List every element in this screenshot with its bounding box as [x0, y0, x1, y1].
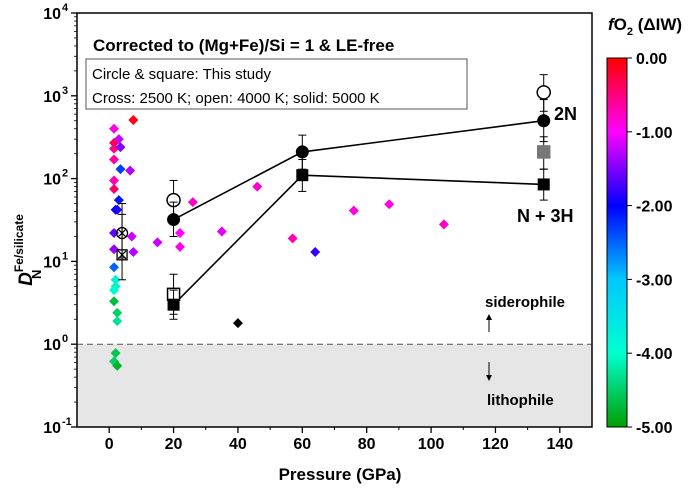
- literature-diamond: [109, 183, 120, 194]
- literature-diamond: [112, 204, 123, 215]
- y-tick-exponent: 1: [62, 250, 68, 262]
- series-label-n3h: N + 3H: [517, 206, 574, 226]
- literature-diamond: [110, 348, 121, 359]
- literature-diamond: [112, 316, 123, 327]
- y-tick-label: 10: [43, 172, 61, 189]
- series-line-0: [173, 119, 544, 221]
- literature-diamond: [126, 231, 137, 242]
- y-tick-label: 10: [43, 420, 61, 437]
- literature-diamond: [232, 318, 243, 329]
- colorbar-title: fO2 (ΔIW): [608, 15, 682, 38]
- legend-box: [85, 58, 468, 110]
- literature-diamond: [175, 228, 185, 239]
- solid-square-point: [537, 178, 550, 191]
- literature-diamond: [175, 241, 185, 252]
- series-label-2n: 2N: [554, 104, 577, 124]
- y-tick-exponent: -1: [62, 416, 72, 428]
- literature-diamond: [384, 199, 395, 210]
- literature-diamond: [438, 219, 449, 230]
- literature-diamond: [310, 246, 321, 257]
- open-square-point: [536, 145, 551, 159]
- x-tick-label: 60: [293, 436, 311, 453]
- siderophile-arrow: [486, 314, 492, 332]
- literature-diamond: [109, 154, 120, 165]
- lithophile-arrow: [486, 362, 492, 381]
- lithophile-region: [77, 344, 592, 427]
- colorbar-tick-label: 0.00: [636, 51, 667, 68]
- x-tick-label: 120: [482, 436, 509, 453]
- x-tick-label: 140: [546, 436, 573, 453]
- literature-diamond: [113, 134, 124, 145]
- y-tick-exponent: 2: [62, 168, 68, 180]
- literature-diamond: [287, 233, 298, 244]
- literature-diamond: [112, 360, 123, 371]
- data-points-layer: [109, 74, 551, 371]
- x-tick-label: 80: [358, 436, 376, 453]
- y-axis-label-sup: Fe/silicate: [12, 214, 26, 272]
- literature-diamond: [109, 285, 120, 296]
- y-tick-exponent: 3: [62, 85, 68, 97]
- colorbar-tick-label: -2.00: [636, 199, 673, 216]
- literature-diamond: [252, 181, 263, 192]
- legend-line-2: Cross: 2500 K; open: 4000 K; solid: 5000…: [92, 90, 380, 107]
- x-tick-label: 100: [418, 436, 445, 453]
- legend-line-1: Circle & square: This study: [92, 66, 271, 83]
- y-tick-label: 10: [43, 89, 61, 106]
- cross-marker-x: [117, 250, 127, 260]
- solid-circle-point: [167, 213, 181, 227]
- colorbar-tick-label: -4.00: [636, 346, 673, 363]
- literature-diamond: [152, 237, 163, 248]
- solid-circle-point: [295, 145, 309, 159]
- literature-diamond: [216, 226, 227, 237]
- y-tick-label: 10: [43, 337, 61, 354]
- solid-square-point: [296, 169, 309, 182]
- colorbar-tick-label: -1.00: [636, 125, 673, 142]
- cross-marker-square: [116, 249, 128, 261]
- y-tick-exponent: 0: [62, 333, 68, 345]
- y-tick-exponent: 4: [62, 2, 69, 14]
- y-tick-label: 10: [43, 6, 61, 23]
- literature-diamond: [348, 205, 359, 216]
- literature-diamond: [110, 274, 121, 285]
- y-axis-label-sub: N: [29, 270, 44, 279]
- svg-text:DFe/silicate: DFe/silicate: [12, 214, 37, 286]
- literature-diamond: [187, 197, 198, 208]
- open-circle-point: [536, 85, 551, 100]
- literature-diamond: [112, 307, 123, 318]
- literature-diamond: [113, 195, 124, 206]
- literature-diamond: [109, 262, 120, 273]
- series-line-1: [172, 174, 544, 306]
- y-axis-label: DFe/silicate N: [12, 214, 44, 286]
- colorbar: [606, 57, 628, 428]
- colorbar-tick-label: -3.00: [636, 272, 673, 289]
- literature-diamond: [109, 123, 120, 134]
- colorbar-tick-label: -5.00: [636, 420, 673, 437]
- literature-diamond: [109, 296, 120, 307]
- chart-title: Corrected to (Mg+Fe)/Si = 1 & LE-free: [93, 36, 394, 55]
- x-tick-label: 40: [229, 436, 247, 453]
- siderophile-label: siderophile: [485, 294, 565, 311]
- literature-diamond: [125, 165, 136, 176]
- x-tick-label: 20: [165, 436, 183, 453]
- y-tick-label: 10: [43, 254, 61, 271]
- x-axis-label: Pressure (GPa): [279, 465, 402, 484]
- solid-square-point: [167, 298, 180, 311]
- y-axis-label-main: D: [16, 272, 37, 286]
- solid-circle-point: [537, 114, 551, 128]
- x-tick-label: 0: [105, 436, 114, 453]
- literature-diamond: [128, 246, 139, 257]
- literature-diamond: [128, 115, 139, 126]
- lithophile-label: lithophile: [487, 392, 554, 409]
- literature-diamond: [115, 142, 126, 153]
- literature-diamond: [109, 175, 120, 186]
- colorbar-ticks: 0.00 -1.00 -2.00 -3.00 -4.00 -5.00: [627, 51, 673, 437]
- literature-diamond: [115, 164, 126, 175]
